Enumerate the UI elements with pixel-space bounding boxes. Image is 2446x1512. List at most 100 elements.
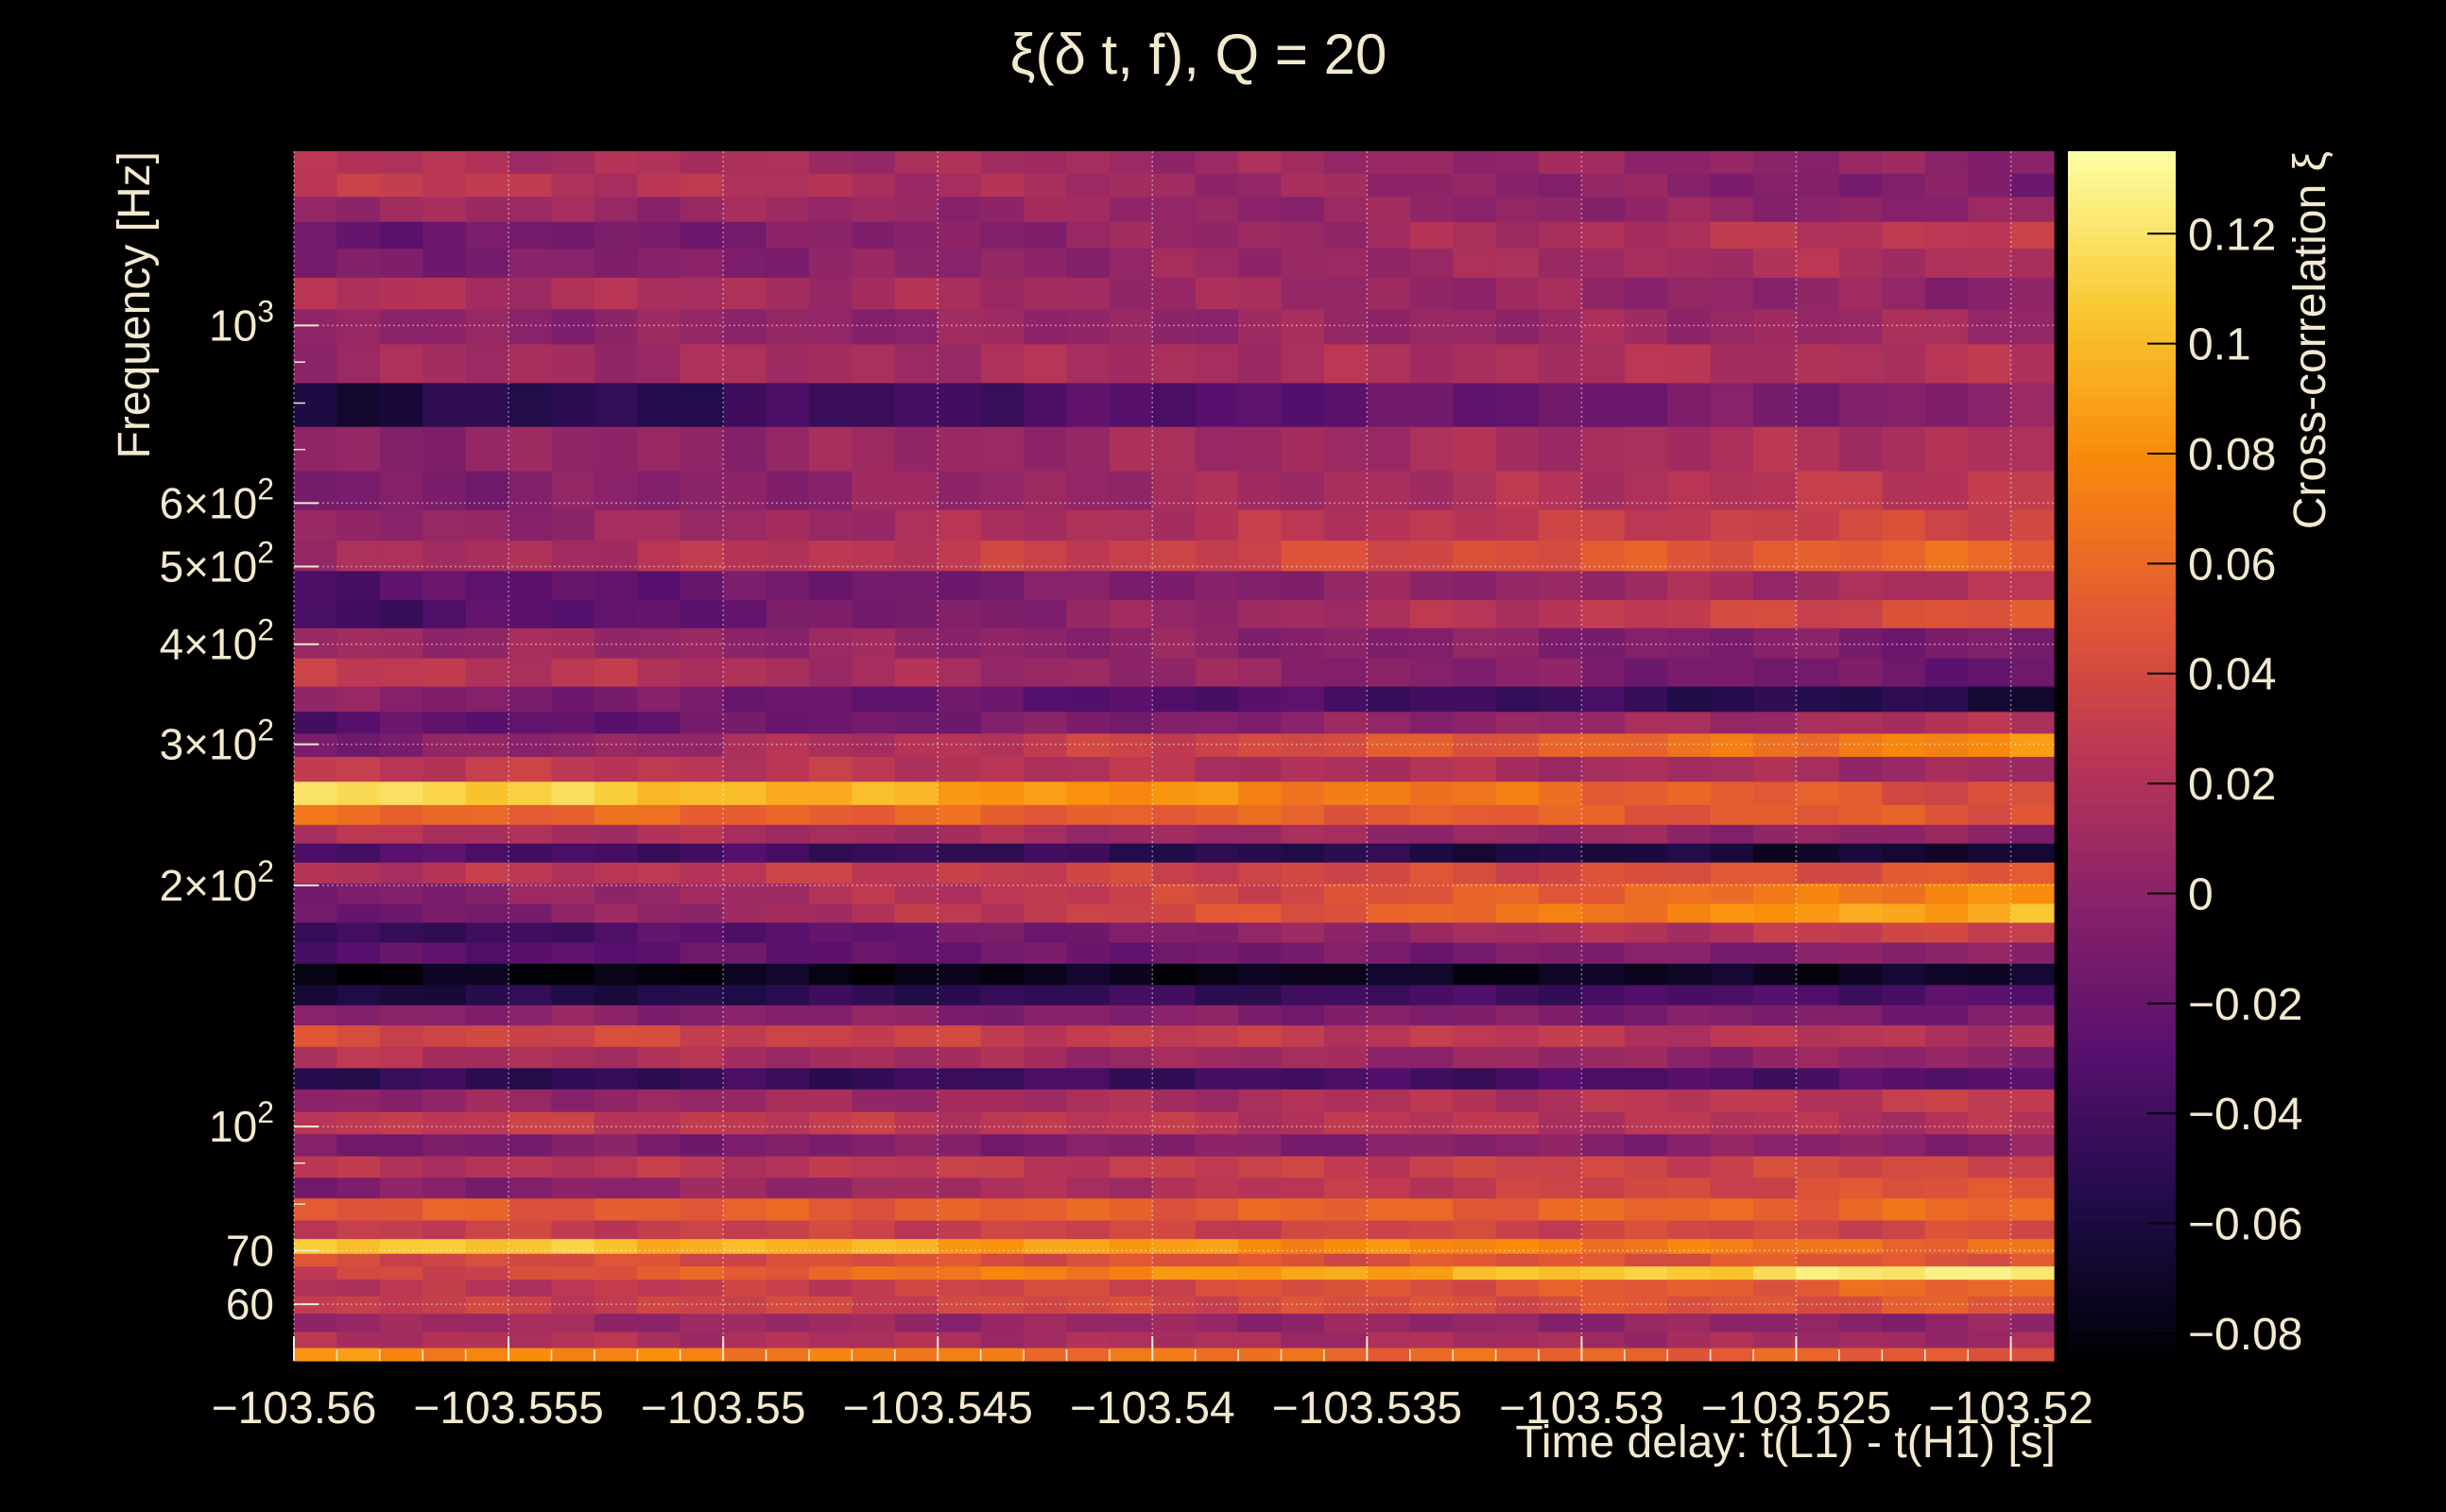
heatmap-cell bbox=[294, 1177, 338, 1199]
heatmap-cell bbox=[336, 658, 381, 687]
heatmap-cell bbox=[1667, 509, 1712, 541]
heatmap-cell bbox=[1367, 1279, 1411, 1297]
colorbar-segment bbox=[2068, 1332, 2176, 1343]
heatmap-cell bbox=[637, 1265, 681, 1280]
heatmap-cell bbox=[1796, 1238, 1840, 1254]
heatmap-cell bbox=[1882, 1347, 1926, 1362]
heatmap-cell bbox=[2010, 1046, 2055, 1069]
heatmap-cell bbox=[1281, 1197, 1325, 1221]
heatmap-cell bbox=[551, 1005, 595, 1026]
heatmap-cell bbox=[1409, 711, 1454, 734]
heatmap-cell bbox=[637, 1296, 681, 1314]
heatmap-cell bbox=[1924, 471, 1969, 510]
heatmap-cell bbox=[1495, 1046, 1540, 1069]
heatmap-cell bbox=[1968, 781, 2012, 805]
heatmap-cell bbox=[1195, 941, 1239, 964]
heatmap-cell bbox=[1409, 1133, 1454, 1157]
heatmap-cell bbox=[766, 1111, 810, 1135]
heatmap-cell bbox=[551, 248, 595, 278]
heatmap-cell bbox=[637, 1089, 681, 1112]
heatmap-cell bbox=[1066, 1332, 1111, 1349]
heatmap-cell bbox=[1195, 1111, 1239, 1135]
heatmap-cell bbox=[766, 627, 810, 659]
heatmap-cell bbox=[1796, 658, 1840, 687]
heatmap-cell bbox=[1195, 756, 1239, 782]
heatmap-cell bbox=[1024, 1133, 1068, 1157]
heatmap-cell bbox=[1281, 221, 1325, 249]
heatmap-cell bbox=[379, 221, 423, 249]
heatmap-cell bbox=[422, 1133, 467, 1157]
heatmap-cell bbox=[1024, 1296, 1068, 1314]
heatmap-cell bbox=[1495, 804, 1540, 825]
heatmap-cell bbox=[1968, 1347, 2012, 1362]
heatmap-cell bbox=[1581, 1046, 1626, 1069]
heatmap-cell bbox=[894, 1296, 939, 1314]
heatmap-cell bbox=[465, 963, 509, 986]
heatmap-cell bbox=[1281, 1265, 1325, 1280]
heatmap-cell bbox=[294, 1005, 338, 1026]
heatmap-cell bbox=[637, 1332, 681, 1349]
heatmap-cell bbox=[980, 1155, 1025, 1178]
heatmap-cell bbox=[1667, 1253, 1712, 1267]
heatmap-cell bbox=[508, 1238, 553, 1254]
heatmap-cell bbox=[1753, 658, 1798, 687]
heatmap-cell bbox=[808, 1347, 853, 1362]
heatmap-cell bbox=[1453, 1111, 1497, 1135]
heatmap-cell bbox=[2010, 902, 2055, 923]
heatmap-cell bbox=[1624, 902, 1668, 923]
colorbar-segment bbox=[2068, 1172, 2176, 1182]
heatmap-cell bbox=[894, 1024, 939, 1047]
heatmap-cell bbox=[1152, 824, 1197, 844]
heatmap-cell bbox=[1281, 426, 1325, 472]
heatmap-cell bbox=[1753, 1089, 1798, 1112]
heatmap-cell bbox=[980, 1253, 1025, 1267]
heatmap-cell bbox=[980, 1089, 1025, 1112]
heatmap-cell bbox=[1581, 1155, 1626, 1178]
heatmap-cell bbox=[594, 382, 638, 427]
colorbar-segment bbox=[2068, 1030, 2176, 1040]
heatmap-cell bbox=[294, 308, 338, 345]
heatmap-cell bbox=[1882, 685, 1926, 713]
heatmap-cell bbox=[1323, 1347, 1368, 1362]
heatmap-cell bbox=[1882, 277, 1926, 310]
heatmap-cell bbox=[2010, 382, 2055, 427]
heatmap-cell bbox=[938, 1089, 982, 1112]
heatmap-cell bbox=[1710, 1332, 1754, 1349]
heatmap-cell bbox=[1882, 1024, 1926, 1047]
heatmap-cell bbox=[1581, 711, 1626, 734]
heatmap-cell bbox=[680, 1089, 724, 1112]
heatmap-cell bbox=[551, 1111, 595, 1135]
heatmap-cell bbox=[1152, 711, 1197, 734]
heatmap-cell bbox=[1409, 1155, 1454, 1178]
heatmap-cell bbox=[1882, 1296, 1926, 1314]
heatmap-cell bbox=[852, 862, 896, 884]
heatmap-cell bbox=[1581, 941, 1626, 964]
heatmap-cell bbox=[1495, 1067, 1540, 1090]
heatmap-cell bbox=[1838, 221, 1883, 249]
heatmap-cell bbox=[680, 1265, 724, 1280]
heatmap-cell bbox=[1195, 984, 1239, 1005]
heatmap-cell bbox=[1367, 804, 1411, 825]
heatmap-cell bbox=[1495, 963, 1540, 986]
heatmap-cell bbox=[1710, 883, 1754, 904]
heatmap-cell bbox=[1667, 824, 1712, 844]
heatmap-cell bbox=[723, 883, 767, 904]
heatmap-cell bbox=[294, 963, 338, 986]
heatmap-cell bbox=[1753, 1111, 1798, 1135]
heatmap-cell bbox=[1024, 685, 1068, 713]
heatmap-cell bbox=[1024, 1253, 1068, 1267]
heatmap-cell bbox=[766, 277, 810, 310]
heatmap-cell bbox=[551, 1155, 595, 1178]
heatmap-cell bbox=[336, 1089, 381, 1112]
heatmap-cell bbox=[1409, 382, 1454, 427]
heatmap-cell bbox=[1453, 658, 1497, 687]
heatmap-cell bbox=[1882, 627, 1926, 659]
heatmap-cell bbox=[379, 382, 423, 427]
heatmap-cell bbox=[1323, 921, 1368, 943]
heatmap-cell bbox=[465, 308, 509, 345]
heatmap-cell bbox=[680, 540, 724, 572]
heatmap-cell bbox=[980, 426, 1025, 472]
heatmap-cell bbox=[1710, 1177, 1754, 1199]
colorbar-segment bbox=[2068, 189, 2176, 199]
heatmap-cell bbox=[1539, 781, 1583, 805]
